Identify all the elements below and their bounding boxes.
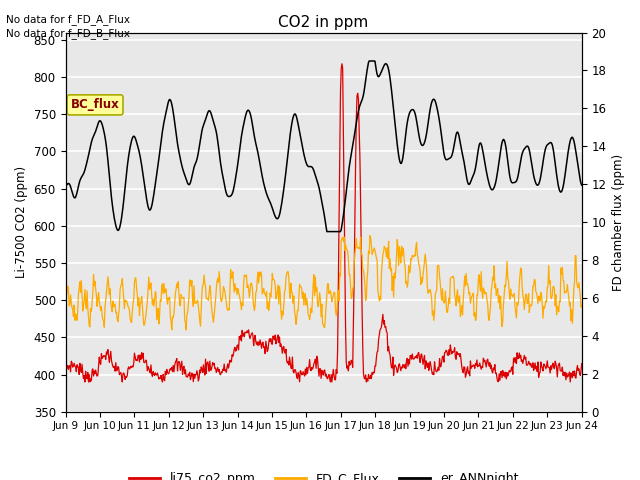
Text: No data for f_FD_B_Flux: No data for f_FD_B_Flux (6, 28, 131, 39)
Y-axis label: FD chamber flux (ppm): FD chamber flux (ppm) (612, 154, 625, 291)
Legend: li75_co2_ppm, FD_C_Flux, er_ANNnight: li75_co2_ppm, FD_C_Flux, er_ANNnight (124, 467, 524, 480)
Y-axis label: Li-7500 CO2 (ppm): Li-7500 CO2 (ppm) (15, 166, 28, 278)
Text: No data for f_FD_A_Flux: No data for f_FD_A_Flux (6, 13, 131, 24)
Text: BC_flux: BC_flux (70, 98, 120, 111)
Title: CO2 in ppm: CO2 in ppm (278, 15, 369, 30)
